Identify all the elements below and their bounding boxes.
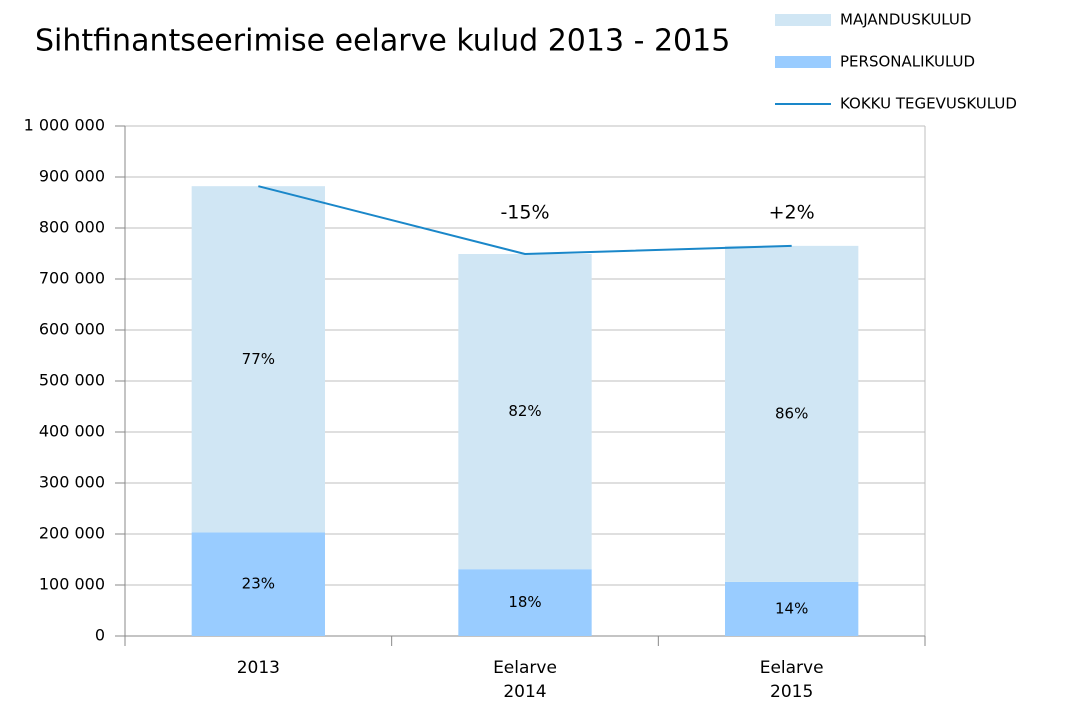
data-label: 23% xyxy=(242,575,275,593)
bar xyxy=(725,245,859,582)
y-tick-label: 900 000 xyxy=(39,167,105,186)
legend-label: KOKKU TEGEVUSKULUD xyxy=(840,95,1017,113)
data-label: 14% xyxy=(775,599,808,617)
bar xyxy=(725,581,859,636)
bar xyxy=(458,254,592,570)
legend-swatch xyxy=(775,56,831,68)
y-tick-label: 100 000 xyxy=(39,575,105,594)
y-tick-label: 500 000 xyxy=(39,371,105,390)
legend-label: PERSONALIKULUD xyxy=(840,53,975,71)
chart-title: Sihtfinantseerimise eelarve kulud 2013 -… xyxy=(35,24,730,59)
y-tick-label: 700 000 xyxy=(39,269,105,288)
y-tick-label: 600 000 xyxy=(39,320,105,339)
data-label: 18% xyxy=(508,593,541,611)
annotation: -15% xyxy=(500,202,549,224)
annotation: +2% xyxy=(769,202,815,224)
data-label: 82% xyxy=(508,402,541,420)
x-tick-label: Eelarve 2015 xyxy=(759,658,824,702)
legend-swatch xyxy=(775,14,831,26)
legend-label: MAJANDUSKULUD xyxy=(840,11,971,29)
x-tick-label: Eelarve 2014 xyxy=(493,658,557,702)
y-tick-label: 400 000 xyxy=(39,422,105,441)
bar xyxy=(191,186,325,533)
bar xyxy=(191,532,325,636)
line xyxy=(258,185,792,256)
bar xyxy=(458,569,592,636)
y-tick-label: 200 000 xyxy=(39,524,105,543)
x-tick-label: 2013 xyxy=(236,658,280,678)
y-tick-label: 0 xyxy=(95,626,105,645)
data-label: 77% xyxy=(242,350,275,368)
data-label: 86% xyxy=(775,404,808,422)
y-tick-label: 1 000 000 xyxy=(24,116,105,135)
y-tick-label: 800 000 xyxy=(39,218,105,237)
y-tick-label: 300 000 xyxy=(39,473,105,492)
